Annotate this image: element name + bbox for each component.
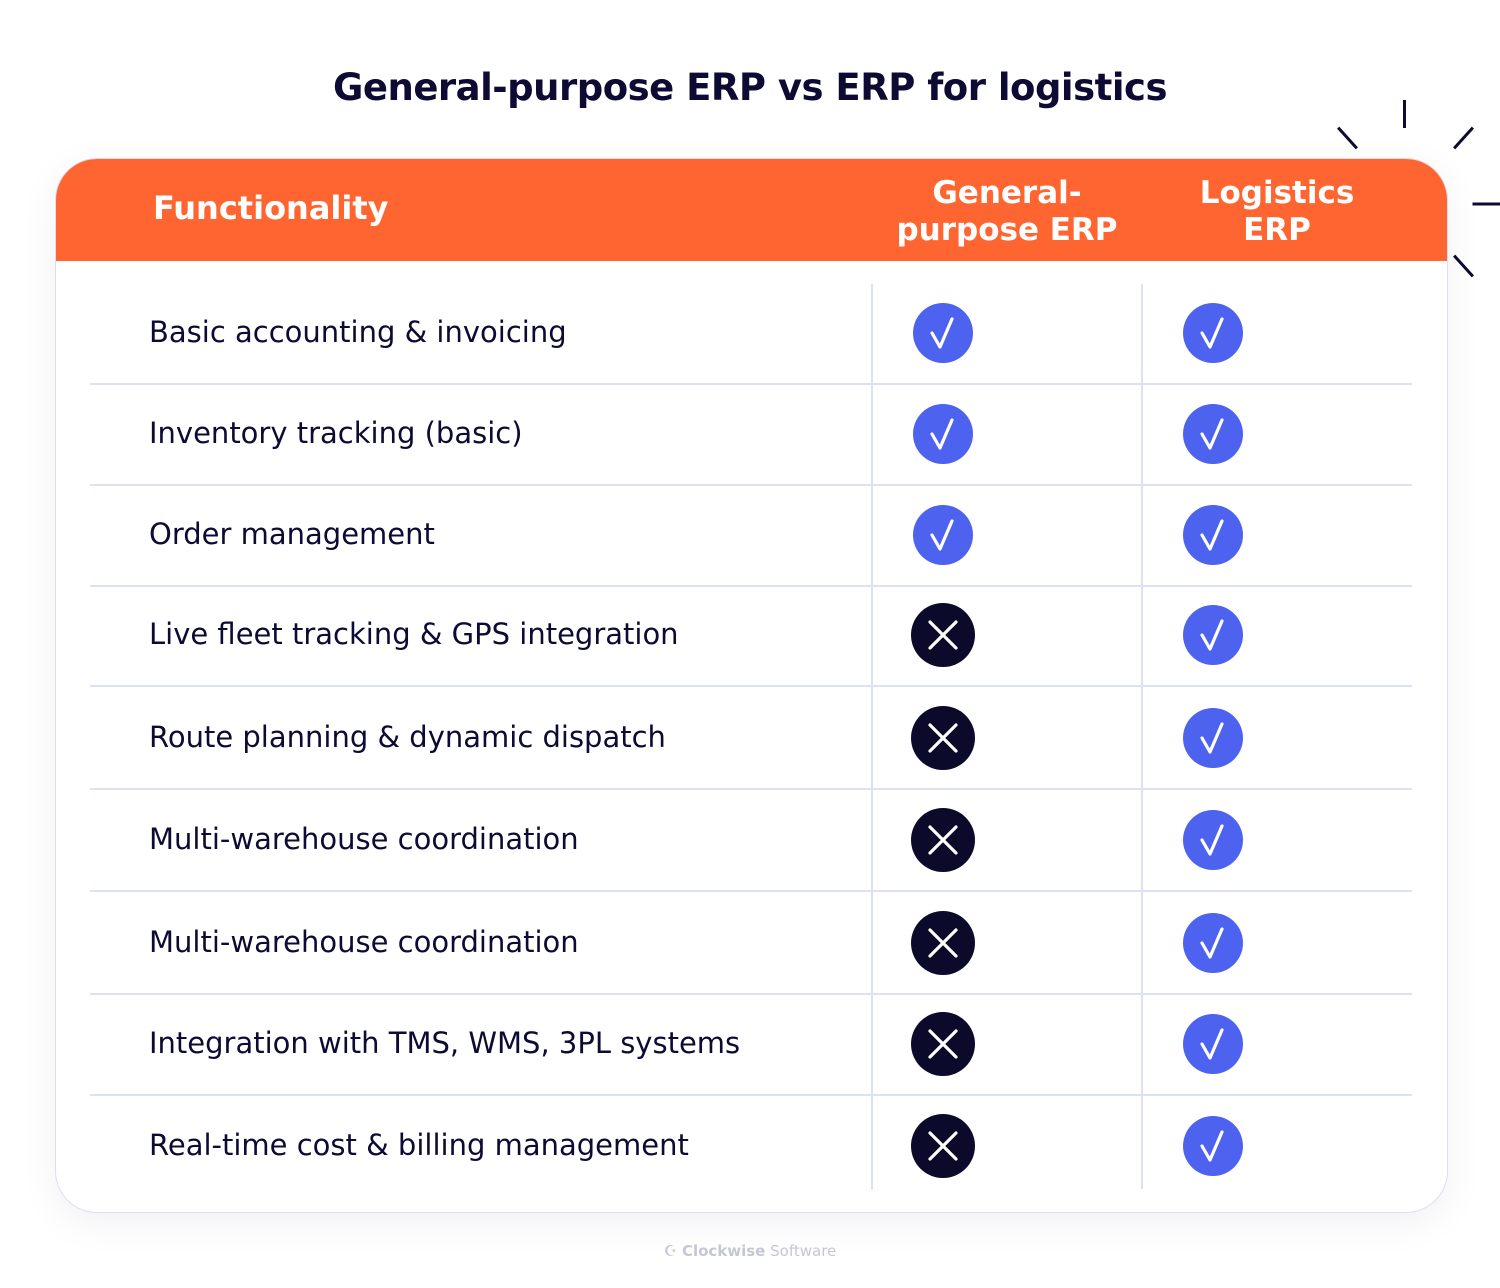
check-icon xyxy=(1183,404,1243,464)
ray xyxy=(1472,202,1500,206)
check-icon xyxy=(1183,303,1243,363)
row-divider xyxy=(90,585,1412,587)
functionality-label: Inventory tracking (basic) xyxy=(149,416,523,450)
check-icon xyxy=(1183,505,1243,565)
ray xyxy=(1453,254,1474,278)
header-general-purpose-erp: General- purpose ERP xyxy=(872,175,1142,249)
clockwise-logo-icon: ☪︎ xyxy=(663,1242,678,1260)
comparison-table: Functionality General- purpose ERP Logis… xyxy=(55,158,1448,1213)
table-row: Live fleet tracking & GPS integration xyxy=(90,585,1412,687)
row-divider xyxy=(90,788,1412,790)
header-text: Logistics xyxy=(1199,175,1355,211)
cross-icon xyxy=(911,1012,975,1076)
table-row: Inventory tracking (basic) xyxy=(90,384,1412,486)
row-divider xyxy=(90,890,1412,892)
check-icon xyxy=(1183,1116,1243,1176)
check-icon xyxy=(913,404,973,464)
page-title: General-purpose ERP vs ERP for logistics xyxy=(333,66,1167,109)
ray xyxy=(1337,126,1358,150)
check-icon xyxy=(1183,605,1243,665)
header-text: purpose ERP xyxy=(896,212,1118,248)
check-icon xyxy=(1183,1014,1243,1074)
row-divider xyxy=(90,685,1412,687)
table-row: Real-time cost & billing management xyxy=(90,1096,1412,1198)
header-text: ERP xyxy=(1243,212,1311,248)
brand-logo: ☪︎ Clockwise Software xyxy=(0,1242,1500,1260)
cross-icon xyxy=(911,1114,975,1178)
cross-icon xyxy=(911,911,975,975)
row-divider xyxy=(90,993,1412,995)
functionality-label: Real-time cost & billing management xyxy=(149,1128,689,1162)
row-divider xyxy=(90,484,1412,486)
brand-bold: Clockwise xyxy=(681,1242,766,1260)
table-row: Route planning & dynamic dispatch xyxy=(90,688,1412,790)
check-icon xyxy=(913,303,973,363)
functionality-label: Route planning & dynamic dispatch xyxy=(149,720,666,754)
functionality-label: Order management xyxy=(149,517,435,551)
table-row: Integration with TMS, WMS, 3PL systems xyxy=(90,994,1412,1096)
cross-icon xyxy=(911,808,975,872)
table-row: Multi-warehouse coordination xyxy=(90,790,1412,892)
column-divider xyxy=(871,284,873,1189)
row-divider xyxy=(90,1094,1412,1096)
header-functionality: Functionality xyxy=(153,189,389,227)
check-icon xyxy=(1183,708,1243,768)
header-text: General- xyxy=(932,175,1082,211)
brand-light: Software xyxy=(770,1242,837,1260)
functionality-label: Basic accounting & invoicing xyxy=(149,315,567,349)
check-icon xyxy=(1183,810,1243,870)
table-row: Order management xyxy=(90,485,1412,587)
table-row: Basic accounting & invoicing xyxy=(90,283,1412,385)
header-logistics-erp: Logistics ERP xyxy=(1142,175,1412,249)
ray xyxy=(1403,100,1406,128)
table-header: Functionality General- purpose ERP Logis… xyxy=(56,159,1447,261)
functionality-label: Live fleet tracking & GPS integration xyxy=(149,617,679,651)
column-divider xyxy=(1141,284,1143,1189)
row-divider xyxy=(90,383,1412,385)
functionality-label: Multi-warehouse coordination xyxy=(149,822,579,856)
check-icon xyxy=(1183,913,1243,973)
table-row: Multi-warehouse coordination xyxy=(90,893,1412,995)
cross-icon xyxy=(911,706,975,770)
functionality-label: Integration with TMS, WMS, 3PL systems xyxy=(149,1026,741,1060)
ray xyxy=(1453,126,1474,150)
functionality-label: Multi-warehouse coordination xyxy=(149,925,579,959)
cross-icon xyxy=(911,603,975,667)
check-icon xyxy=(913,505,973,565)
